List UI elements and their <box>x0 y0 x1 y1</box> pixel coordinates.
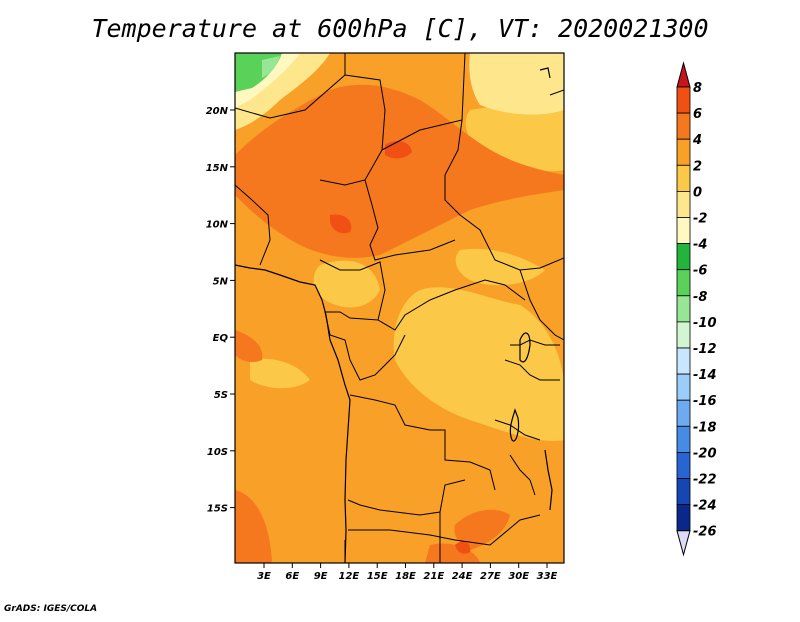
credit-text: GrADS: IGES/COLA <box>4 604 98 614</box>
colorbar-label: -6 <box>693 264 707 279</box>
colorbar-swatch <box>676 269 691 297</box>
lon-tick-label: 9E <box>314 571 328 582</box>
colorbar-label: 0 <box>693 185 702 200</box>
colorbar-label: 8 <box>693 81 702 96</box>
colorbar-label: -10 <box>693 316 717 331</box>
field-0to2-region <box>455 248 545 286</box>
colorbar-swatch <box>676 138 691 166</box>
colorbar-over-triangle <box>676 61 691 88</box>
field-4to6-region <box>454 509 510 550</box>
colorbar-swatch <box>676 112 691 140</box>
lat-tick-label: 5N <box>213 276 229 287</box>
lon-tick-label: 12E <box>339 571 360 582</box>
latitude-axis: 20N 15N 10N 5N EQ 5S 10S 15S <box>206 106 235 515</box>
colorbar-label: -2 <box>693 212 707 227</box>
colorbar-swatch <box>676 243 691 271</box>
lon-tick-label: 3E <box>257 571 271 582</box>
temperature-field <box>235 53 564 563</box>
colorbar-swatch <box>676 451 691 479</box>
lat-tick-label: 10S <box>207 447 228 458</box>
lon-tick-label: 27E <box>480 571 501 582</box>
colorbar-swatch <box>676 347 691 375</box>
field-4to6-region <box>235 490 272 563</box>
colorbar-label: -26 <box>693 525 717 540</box>
colorbar-swatch <box>676 295 691 323</box>
longitude-axis: 3E 6E 9E 12E 15E 18E 21E 24E 27E 30E 33E <box>257 563 558 582</box>
colorbar-swatch <box>676 86 691 114</box>
lat-tick-label: 5S <box>214 390 228 401</box>
lon-tick-label: 24E <box>452 571 473 582</box>
lat-tick-label: 20N <box>206 106 229 117</box>
colorbar-label: 4 <box>692 133 702 148</box>
colorbar-label: -22 <box>693 473 717 488</box>
lon-tick-label: 21E <box>423 571 444 582</box>
colorbar-swatch <box>676 425 691 453</box>
map-frame <box>234 52 565 564</box>
colorbar-label: -12 <box>693 342 717 357</box>
field-0to2-region <box>313 260 380 308</box>
colorbar-label: -20 <box>693 446 717 461</box>
field-6to8-region <box>330 214 352 234</box>
lat-tick-label: 10N <box>206 220 229 231</box>
lon-tick-label: 6E <box>285 571 299 582</box>
field-6to8-region <box>455 541 471 554</box>
colorbar-label: -18 <box>693 420 717 435</box>
colorbar-label: -14 <box>693 368 717 383</box>
coastline <box>235 67 553 563</box>
lon-tick-label: 18E <box>395 571 416 582</box>
colorbar-under-triangle <box>676 530 691 557</box>
colorbar-swatch <box>676 399 691 427</box>
lon-tick-label: 33E <box>537 571 558 582</box>
field-0to2-region <box>250 358 310 389</box>
colorbar-label: -16 <box>693 394 717 409</box>
field-neg2to0-region <box>469 53 564 115</box>
colorbar-swatch <box>676 373 691 401</box>
colorbar-label: 6 <box>693 107 702 122</box>
colorbar-swatch <box>676 478 691 506</box>
colorbar-label: -24 <box>693 499 717 514</box>
lat-tick-label: 15N <box>206 163 229 174</box>
colorbar-swatch <box>676 504 691 532</box>
field-4to6-region <box>235 330 263 363</box>
colorbar-label: -4 <box>693 238 707 253</box>
colorbar-label: 2 <box>693 159 702 174</box>
field-neg8toneg6-region <box>262 56 280 78</box>
colorbar-swatch <box>676 321 691 349</box>
colorbar-label: -8 <box>693 290 707 305</box>
lon-tick-label: 30E <box>508 571 529 582</box>
field-4to6-region <box>425 543 480 563</box>
lat-tick-label: EQ <box>213 333 229 344</box>
lon-tick-label: 15E <box>367 571 388 582</box>
colorbar: 8 6 4 2 0 -2 -4 -6 -8 -10 -12 -14 -16 -18 -20 -22 -24 -26 <box>676 61 717 557</box>
colorbar-swatch <box>676 164 691 192</box>
lat-tick-label: 15S <box>207 504 228 515</box>
colorbar-swatch <box>676 217 691 245</box>
field-0to2-region <box>393 287 564 441</box>
field-4to6-region <box>235 84 564 258</box>
chart-title: Temperature at 600hPa [C], VT: 202002130… <box>91 14 709 43</box>
colorbar-swatch <box>676 190 691 218</box>
